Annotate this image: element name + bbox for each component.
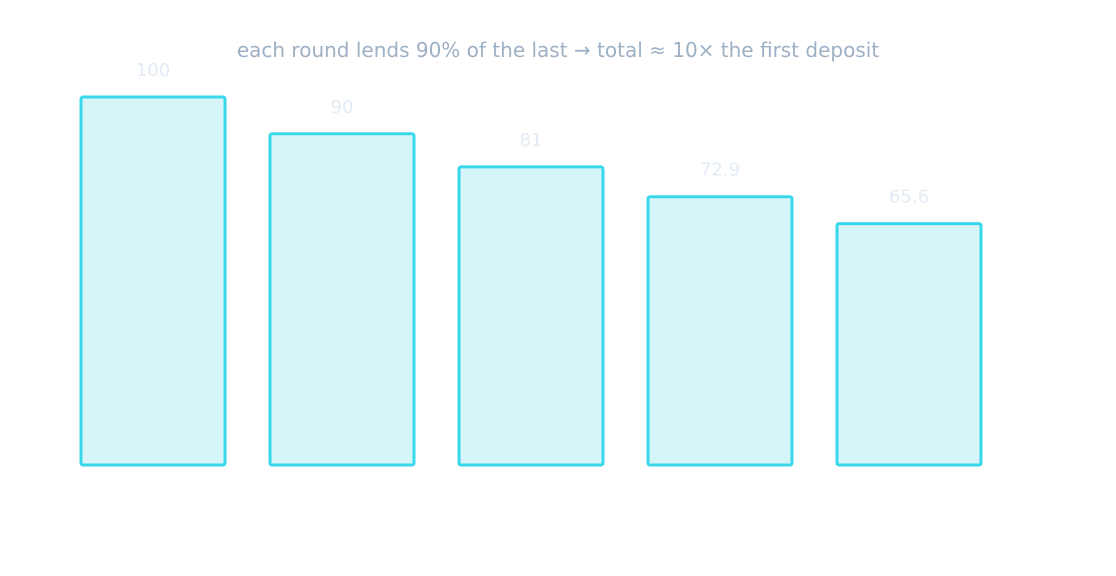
- bar-value-label-3: 81: [520, 130, 543, 151]
- bar-value-label-2: 90: [331, 97, 354, 118]
- bar-value-label-5: 65.6: [889, 187, 929, 208]
- bar-2: [268, 132, 416, 467]
- bar-value-label-4: 72.9: [700, 160, 740, 181]
- bar-5: [835, 222, 983, 467]
- chart-subtitle: each round lends 90% of the last → total…: [236, 38, 880, 62]
- bar-value-label-1: 100: [136, 60, 170, 81]
- bar-3: [457, 165, 605, 467]
- bar-1: [79, 95, 227, 467]
- bar-4: [646, 195, 794, 467]
